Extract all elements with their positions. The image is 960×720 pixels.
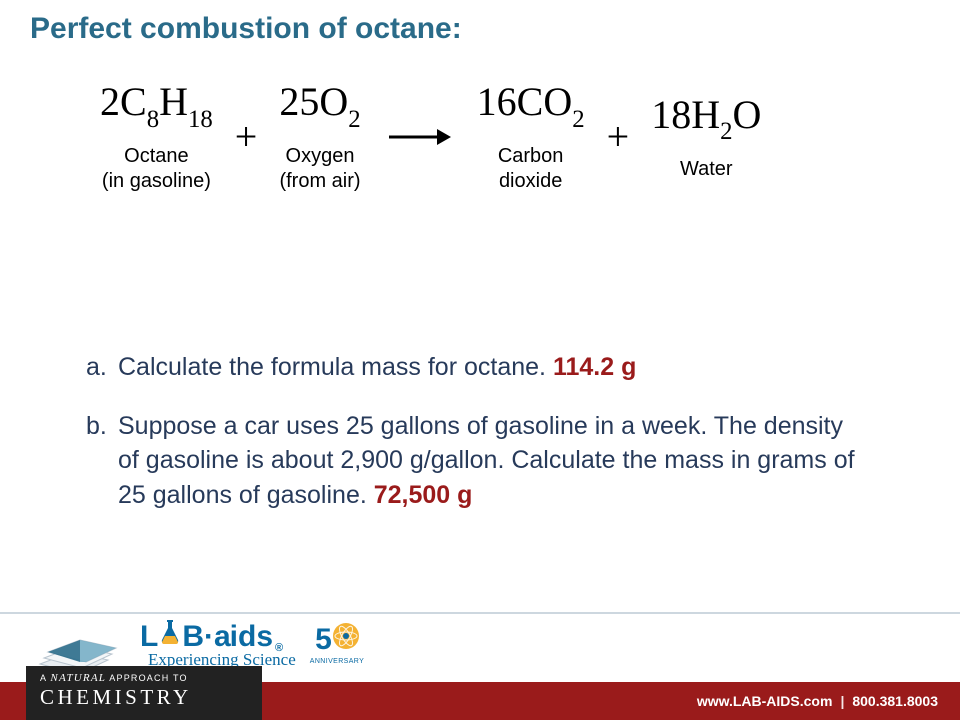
equation-term: 16CO2 Carbon dioxide <box>477 80 585 194</box>
website-text: www.LAB-AIDS.com <box>697 693 833 709</box>
chemical-formula: 2C8H18 <box>100 80 213 130</box>
question-list: a.Calculate the formula mass for octane.… <box>86 350 856 536</box>
question-body: Calculate the formula mass for octane. 1… <box>118 350 856 385</box>
phone-text: 800.381.8003 <box>852 693 938 709</box>
plus-operator: + <box>607 115 630 159</box>
equation-term: 25O2 Oxygen (from air) <box>279 80 360 194</box>
badge-chemistry: CHEMISTRY <box>40 685 250 710</box>
anniv-five: 5 <box>315 623 332 657</box>
chemical-formula: 25O2 <box>279 80 360 130</box>
chemical-formula: 18H2O <box>651 93 761 143</box>
anniv-zero-icon <box>333 623 359 649</box>
equation-term: 18H2O Water <box>651 93 761 182</box>
page-title: Perfect combustion of octane: <box>30 12 462 46</box>
answer-text: 114.2 g <box>553 353 636 381</box>
anniversary-badge: 5 <box>310 623 364 665</box>
chemistry-badge: A NATURAL APPROACH TO CHEMISTRY <box>26 666 262 720</box>
question-body: Suppose a car uses 25 gallons of gasolin… <box>118 409 856 513</box>
badge-text-c: APPROACH TO <box>106 673 188 683</box>
footer-bar: A NATURAL APPROACH TO CHEMISTRY www.LAB-… <box>0 682 960 720</box>
chemical-formula: 16CO2 <box>477 80 585 130</box>
question-text: Suppose a car uses 25 gallons of gasolin… <box>118 412 855 509</box>
term-label: Water <box>680 157 733 182</box>
brand-wordmark: L B·aids ® <box>140 618 296 654</box>
question-item: b.Suppose a car uses 25 gallons of gasol… <box>86 409 856 513</box>
footer-divider <box>0 612 960 614</box>
footer: L B·aids ® Experiencing Science <box>0 612 960 720</box>
question-text: Calculate the formula mass for octane. <box>118 353 553 381</box>
badge-text-a: A <box>40 673 50 683</box>
flask-icon <box>159 618 181 654</box>
brand-logo: L B·aids ® Experiencing Science <box>140 618 364 670</box>
contact-info: www.LAB-AIDS.com | 800.381.8003 <box>697 693 938 709</box>
anniv-label: ANNIVERSARY <box>310 658 364 665</box>
contact-separator: | <box>840 693 844 709</box>
term-label: Octane (in gasoline) <box>102 144 211 194</box>
equation-term: 2C8H18 Octane (in gasoline) <box>100 80 213 194</box>
term-label: Carbon dioxide <box>498 144 564 194</box>
combustion-equation: 2C8H18 Octane (in gasoline) +25O2 Oxygen (f… <box>100 80 840 194</box>
slide: Perfect combustion of octane: 2C8H18 Octa… <box>0 0 960 720</box>
plus-operator: + <box>235 115 258 159</box>
answer-text: 72,500 g <box>374 481 473 509</box>
reaction-arrow-icon <box>383 116 455 157</box>
badge-text-b: NATURAL <box>50 672 106 684</box>
term-label: Oxygen (from air) <box>279 144 360 194</box>
question-marker: b. <box>86 409 118 513</box>
question-marker: a. <box>86 350 118 385</box>
question-item: a.Calculate the formula mass for octane.… <box>86 350 856 385</box>
